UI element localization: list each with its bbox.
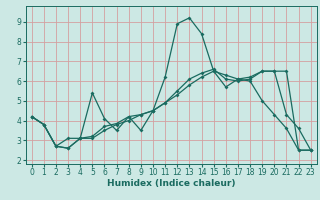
X-axis label: Humidex (Indice chaleur): Humidex (Indice chaleur) [107,179,236,188]
